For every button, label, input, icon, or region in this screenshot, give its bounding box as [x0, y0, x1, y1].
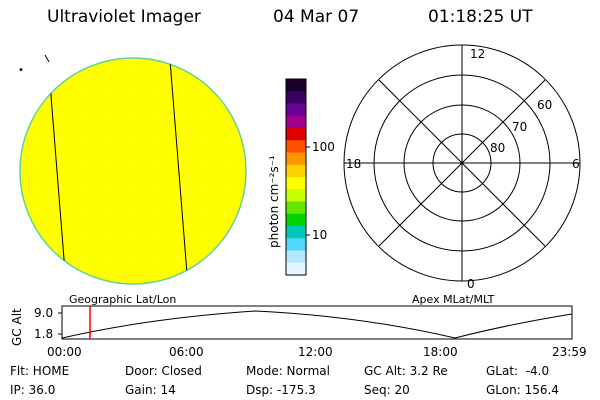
colorbar-segment: [286, 262, 306, 276]
status-gc-alt: GC Alt: 3.2 Re: [364, 364, 448, 378]
polar-diagonal-2: [378, 79, 546, 247]
altitude-ytick-1-8: 1.8: [34, 327, 54, 341]
colorbar-segment: [286, 91, 306, 105]
lat-label-70: 70: [512, 120, 528, 134]
status-glon: GLon: 156.4: [486, 383, 559, 397]
meridian-line-right: [169, 59, 189, 284]
time-tick-0000: 00:00: [47, 345, 82, 359]
mlt-label-0: 0: [467, 277, 475, 291]
colorbar-segment: [286, 226, 306, 239]
time-tick-2359: 23:59: [552, 345, 587, 359]
status-seq: Seq: 20: [364, 383, 410, 397]
colorbar-segment: [286, 189, 306, 203]
colorbar-segment: [286, 79, 306, 92]
colorbar-segment: [286, 238, 306, 252]
colorbar-segment: [286, 164, 306, 178]
instrument-title: Ultraviolet Imager: [47, 7, 201, 27]
corner-mark: •: [18, 65, 24, 76]
status-door: Door: Closed: [125, 364, 202, 378]
colorbar-segment: [286, 103, 306, 117]
colorbar-segment: [286, 115, 306, 129]
colorbar-segment: [286, 213, 306, 227]
status-flight: Flt: HOME: [10, 364, 70, 378]
status-ip: IP: 36.0: [10, 383, 56, 397]
polar-caption: Apex MLat/MLT: [412, 293, 495, 306]
mlt-label-12: 12: [470, 47, 486, 61]
earth-disk: [19, 57, 247, 285]
image-caption: Geographic Lat/Lon: [69, 293, 177, 306]
colorbar-segment: [286, 177, 306, 190]
status-mode: Mode: Normal: [246, 364, 330, 378]
time-tick-1800: 18:00: [423, 345, 458, 359]
colorbar-tick-10: 10: [312, 228, 328, 242]
status-gain: Gain: 14: [125, 383, 176, 397]
colorbar-tick-100: 100: [312, 140, 335, 154]
time-tick-1200: 12:00: [298, 345, 333, 359]
altitude-axis-label: GC Alt: [10, 308, 24, 346]
date-label: 04 Mar 07: [273, 7, 360, 27]
edge-tick: [44, 54, 50, 63]
mlt-label-6: 6: [572, 157, 580, 171]
colorbar-segment: [286, 140, 306, 154]
mlt-label-18: 18: [346, 157, 362, 171]
status-dsp: Dsp: -175.3: [246, 383, 316, 397]
altitude-curve: [61, 310, 573, 339]
time-label: 01:18:25 UT: [428, 7, 533, 27]
colorbar-segment: [286, 128, 306, 141]
colorbar-segment: [286, 250, 306, 264]
meridian-line-left: [47, 58, 67, 284]
lat-label-80: 80: [490, 141, 506, 155]
status-glat: GLat: -4.0: [486, 364, 550, 378]
colorbar-segment: [286, 152, 306, 166]
lat-label-60: 60: [537, 98, 553, 112]
colorbar-segment: [286, 201, 306, 215]
time-tick-0600: 06:00: [169, 345, 204, 359]
altitude-ytick-9: 9.0: [34, 306, 54, 320]
